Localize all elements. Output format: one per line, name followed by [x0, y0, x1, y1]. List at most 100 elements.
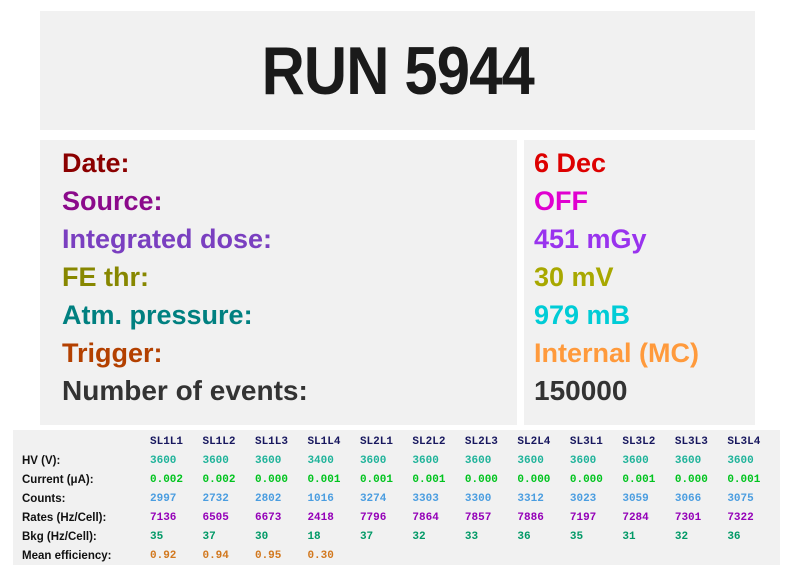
run-info-value-list: 6 Dec OFF 451 mGy 30 mV 979 mB Internal … — [534, 144, 699, 410]
table-cell: 7796 — [359, 511, 387, 524]
table-cell: 7197 — [569, 511, 597, 524]
table-cell: 3600 — [569, 454, 597, 467]
table-cell — [517, 546, 569, 565]
table-cell: 7322 — [727, 511, 754, 524]
table-cell — [675, 546, 727, 565]
table-cell: 7301 — [674, 511, 702, 524]
table-cell — [465, 546, 517, 565]
run-info-values-panel: 6 Dec OFF 451 mGy 30 mV 979 mB Internal … — [524, 140, 755, 425]
table-cell: 37 — [359, 530, 374, 543]
title-panel: RUN 5944 — [40, 11, 755, 130]
info-value-fe-thr: 30 mV — [534, 262, 614, 292]
info-value-source: OFF — [534, 186, 588, 216]
table-cell: 37 — [202, 530, 216, 543]
table-cell: 3600 — [202, 454, 229, 467]
table-cell: 0.000 — [674, 473, 708, 486]
table-cell — [412, 546, 464, 565]
table-cell: 0.000 — [254, 473, 288, 486]
info-value-trigger: Internal (MC) — [534, 338, 699, 368]
table-cell: 7857 — [464, 511, 492, 524]
table-column-header-sl3l4: SL3L4 — [727, 435, 761, 448]
info-label-number-of-events: Number of events: — [62, 375, 308, 406]
table-row-label: Current (μA): — [22, 473, 94, 486]
table-body: HV (V): 3600 3600 3600 3400 3600 3600 3600 3600 3… — [22, 451, 780, 565]
table-cell: 3066 — [674, 492, 702, 505]
table-cell: 36 — [727, 530, 741, 543]
table-row-label: Counts: — [22, 492, 66, 505]
table-cell: 7284 — [622, 511, 649, 524]
table-row: Mean efficiency: 0.92 0.94 0.95 0.30 — [22, 546, 780, 565]
table-cell: 0.94 — [202, 549, 229, 562]
table-cell: 3600 — [674, 454, 702, 467]
table-cell: 3300 — [464, 492, 492, 505]
table-cell: 0.002 — [202, 473, 236, 486]
table-cell: 0.95 — [254, 549, 282, 562]
table-cell: 0.001 — [622, 473, 656, 486]
info-value-integrated-dose: 451 mGy — [534, 224, 647, 254]
table-row: HV (V): 3600 3600 3600 3400 3600 3600 3600 3600 3… — [22, 451, 780, 470]
table-cell: 3274 — [359, 492, 387, 505]
table-column-header-sl3l3: SL3L3 — [674, 435, 708, 448]
table-cell: 3600 — [727, 454, 754, 467]
table-column-header-sl2l2: SL2L2 — [412, 435, 446, 448]
table-header: SL1L1 SL1L2 SL1L3 SL1L4 SL2L1 SL2L2 SL2L3 SL2L4… — [22, 432, 780, 451]
table-column-header-sl3l1: SL3L1 — [569, 435, 603, 448]
table-cell: 35 — [569, 530, 584, 543]
table-cell: 3023 — [569, 492, 597, 505]
table-cell: 3600 — [254, 454, 282, 467]
table-cell: 3303 — [412, 492, 439, 505]
run-info-labels-panel: Date: Source: Integrated dose: FE thr: A… — [40, 140, 517, 425]
page-title: RUN 5944 — [261, 32, 534, 109]
table-cell: 18 — [307, 530, 321, 543]
table-cell: 0.001 — [307, 473, 341, 486]
info-value-date: 6 Dec — [534, 148, 607, 178]
layer-statistics-panel: SL1L1 SL1L2 SL1L3 SL1L4 SL2L1 SL2L2 SL2L3 SL2L4… — [13, 430, 780, 565]
table-column-header-sl2l4: SL2L4 — [517, 435, 551, 448]
table-cell: 3312 — [517, 492, 544, 505]
table-row-label: Bkg (Hz/Cell): — [22, 530, 97, 543]
table-cell: 7136 — [150, 511, 177, 524]
table-cell: 35 — [150, 530, 164, 543]
table-cell: 3400 — [307, 454, 334, 467]
table-cell: 2997 — [150, 492, 177, 505]
info-label-atm-pressure: Atm. pressure: — [62, 300, 253, 330]
table-column-header-sl2l1: SL2L1 — [359, 435, 393, 448]
table-cell: 7864 — [412, 511, 439, 524]
table-cell: 3600 — [359, 454, 387, 467]
table-column-header-sl1l1: SL1L1 — [150, 435, 184, 448]
table-row-label: Mean efficiency: — [22, 549, 112, 562]
layer-statistics-table: SL1L1 SL1L2 SL1L3 SL1L4 SL2L1 SL2L2 SL2L3 SL2L4… — [22, 432, 780, 565]
table-cell — [570, 546, 622, 565]
table-corner-cell — [22, 432, 150, 451]
info-value-number-of-events: 150000 — [534, 375, 628, 406]
info-label-fe-thr: FE thr: — [62, 262, 149, 292]
table-cell: 6673 — [254, 511, 282, 524]
table-cell: 2418 — [307, 511, 334, 524]
table-cell: 2732 — [202, 492, 229, 505]
table-column-header-sl3l2: SL3L2 — [622, 435, 656, 448]
table-cell: 3059 — [622, 492, 649, 505]
table-cell: 0.30 — [307, 549, 334, 562]
table-column-header-sl1l3: SL1L3 — [254, 435, 288, 448]
table-cell: 0.002 — [150, 473, 184, 486]
table-row: Bkg (Hz/Cell): 35 37 30 18 37 32 33 36 35 31 32 36 — [22, 527, 780, 546]
info-value-atm-pressure: 979 mB — [534, 300, 631, 330]
table-cell: 0.001 — [359, 473, 393, 486]
table-cell: 3600 — [412, 454, 439, 467]
table-cell: 30 — [254, 530, 269, 543]
table-column-header-sl2l3: SL2L3 — [464, 435, 498, 448]
table-column-header-sl1l2: SL1L2 — [202, 435, 236, 448]
table-cell: 3075 — [727, 492, 754, 505]
table-cell: 0.000 — [464, 473, 498, 486]
info-label-source: Source: — [62, 186, 163, 216]
info-label-date: Date: — [62, 148, 130, 178]
table-cell: 3600 — [517, 454, 544, 467]
table-cell: 1016 — [307, 492, 334, 505]
table-cell: 32 — [674, 530, 689, 543]
table-row: Counts: 2997 2732 2802 1016 3274 3303 3300 3312 3… — [22, 489, 780, 508]
table-cell: 0.000 — [517, 473, 551, 486]
run-info-label-list: Date: Source: Integrated dose: FE thr: A… — [62, 144, 308, 410]
table-cell: 0.92 — [150, 549, 177, 562]
table-cell: 6505 — [202, 511, 229, 524]
table-row: Current (μA): 0.002 0.002 0.000 0.001 0.001 0.… — [22, 470, 780, 489]
